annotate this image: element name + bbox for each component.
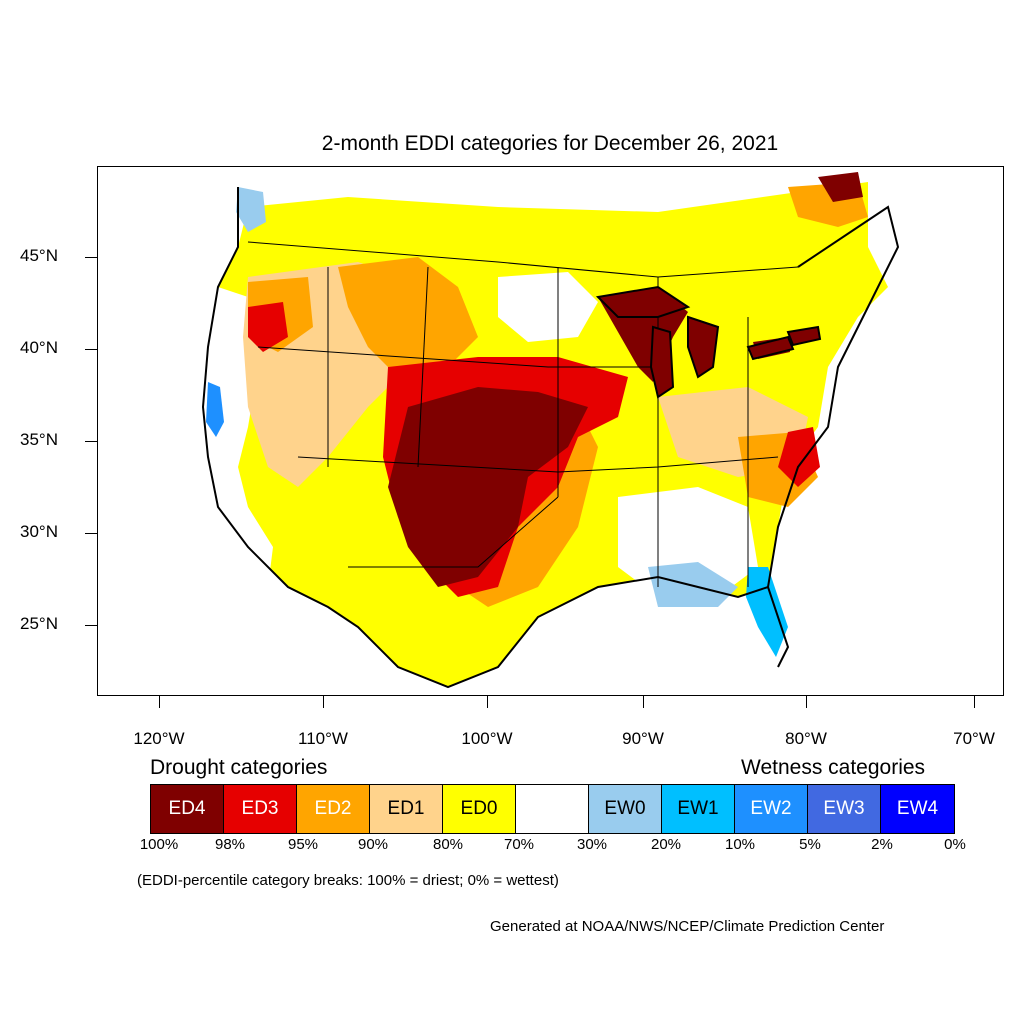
region-northern-plains-normal [498, 272, 598, 342]
great-lakes [595, 285, 822, 399]
pct-break-98: 98% [214, 836, 246, 853]
lon-tick-110 [323, 696, 324, 708]
region-ed4-ne-canada [818, 172, 863, 202]
lon-tick-80 [806, 696, 807, 708]
legend-box-ew3: EW3 [808, 785, 881, 833]
lon-label-70: 70°W [953, 729, 995, 748]
lat-label-25: 25°N [20, 614, 58, 633]
legend-box-ed4: ED4 [151, 785, 224, 833]
pct-break-10: 10% [724, 836, 756, 853]
region-ed2-rockies [338, 257, 478, 377]
legend-box-ew1: EW1 [662, 785, 735, 833]
pct-break-100: 100% [139, 836, 179, 853]
lon-tick-90 [643, 696, 644, 708]
pct-break-95: 95% [287, 836, 319, 853]
lat-label-35: 35°N [20, 430, 58, 449]
region-southeast-wet [648, 562, 738, 607]
legend-box-ed1: ED1 [370, 785, 443, 833]
pct-break-2: 2% [871, 836, 893, 853]
region-ed3-se [778, 427, 820, 487]
legend-box-ew0: EW0 [589, 785, 662, 833]
legend-box-ed3: ED3 [224, 785, 297, 833]
coastline [201, 187, 790, 689]
wetness-heading: Wetness categories [741, 756, 926, 779]
legend-box-normal [516, 785, 589, 833]
lon-label-90: 90°W [622, 729, 664, 748]
region-west-coast-wet [206, 382, 224, 437]
pct-break-20: 20% [650, 836, 682, 853]
category-break-note: (EDDI-percentile category breaks: 100% =… [137, 872, 559, 889]
legend-box-ew2: EW2 [735, 785, 808, 833]
map-panel [97, 166, 1004, 696]
map-title: 2-month EDDI categories for December 26,… [321, 132, 779, 155]
pct-break-80: 80% [432, 836, 464, 853]
category-legend: ED4 ED3 ED2 ED1 ED0 EW0 EW1 EW2 EW3 EW4 [150, 784, 955, 834]
drought-heading: Drought categories [150, 756, 328, 779]
lat-label-30: 30°N [20, 522, 58, 541]
northeast-coastline [767, 205, 900, 588]
pct-break-5: 5% [799, 836, 821, 853]
region-nw-wet [236, 187, 266, 232]
region-florida-wet [746, 567, 788, 657]
lat-tick-35 [85, 441, 97, 442]
region-ed3-nw [248, 302, 288, 352]
state-boundaries [247, 241, 799, 587]
lat-label-45: 45°N [20, 246, 58, 265]
lon-tick-70 [974, 696, 975, 708]
lon-label-80: 80°W [785, 729, 827, 748]
legend-box-ed2: ED2 [297, 785, 370, 833]
pct-break-30: 30% [576, 836, 608, 853]
credit-line: Generated at NOAA/NWS/NCEP/Climate Predi… [490, 918, 885, 935]
pct-break-70: 70% [503, 836, 535, 853]
lat-tick-30 [85, 533, 97, 534]
legend-box-ew4: EW4 [881, 785, 954, 833]
region-ed4-southern-plains [388, 387, 588, 587]
lat-tick-45 [85, 257, 97, 258]
lat-tick-25 [85, 625, 97, 626]
eddi-map [201, 172, 900, 689]
lat-tick-40 [85, 349, 97, 350]
pct-break-90: 90% [357, 836, 389, 853]
lon-tick-120 [159, 696, 160, 708]
lon-label-100: 100°W [461, 729, 513, 748]
lon-label-110: 110°W [298, 729, 348, 748]
lon-label-120: 120°W [133, 729, 185, 748]
lat-label-40: 40°N [20, 338, 58, 357]
pct-break-0: 0% [944, 836, 966, 853]
legend-box-ed0: ED0 [443, 785, 516, 833]
lon-tick-100 [487, 696, 488, 708]
